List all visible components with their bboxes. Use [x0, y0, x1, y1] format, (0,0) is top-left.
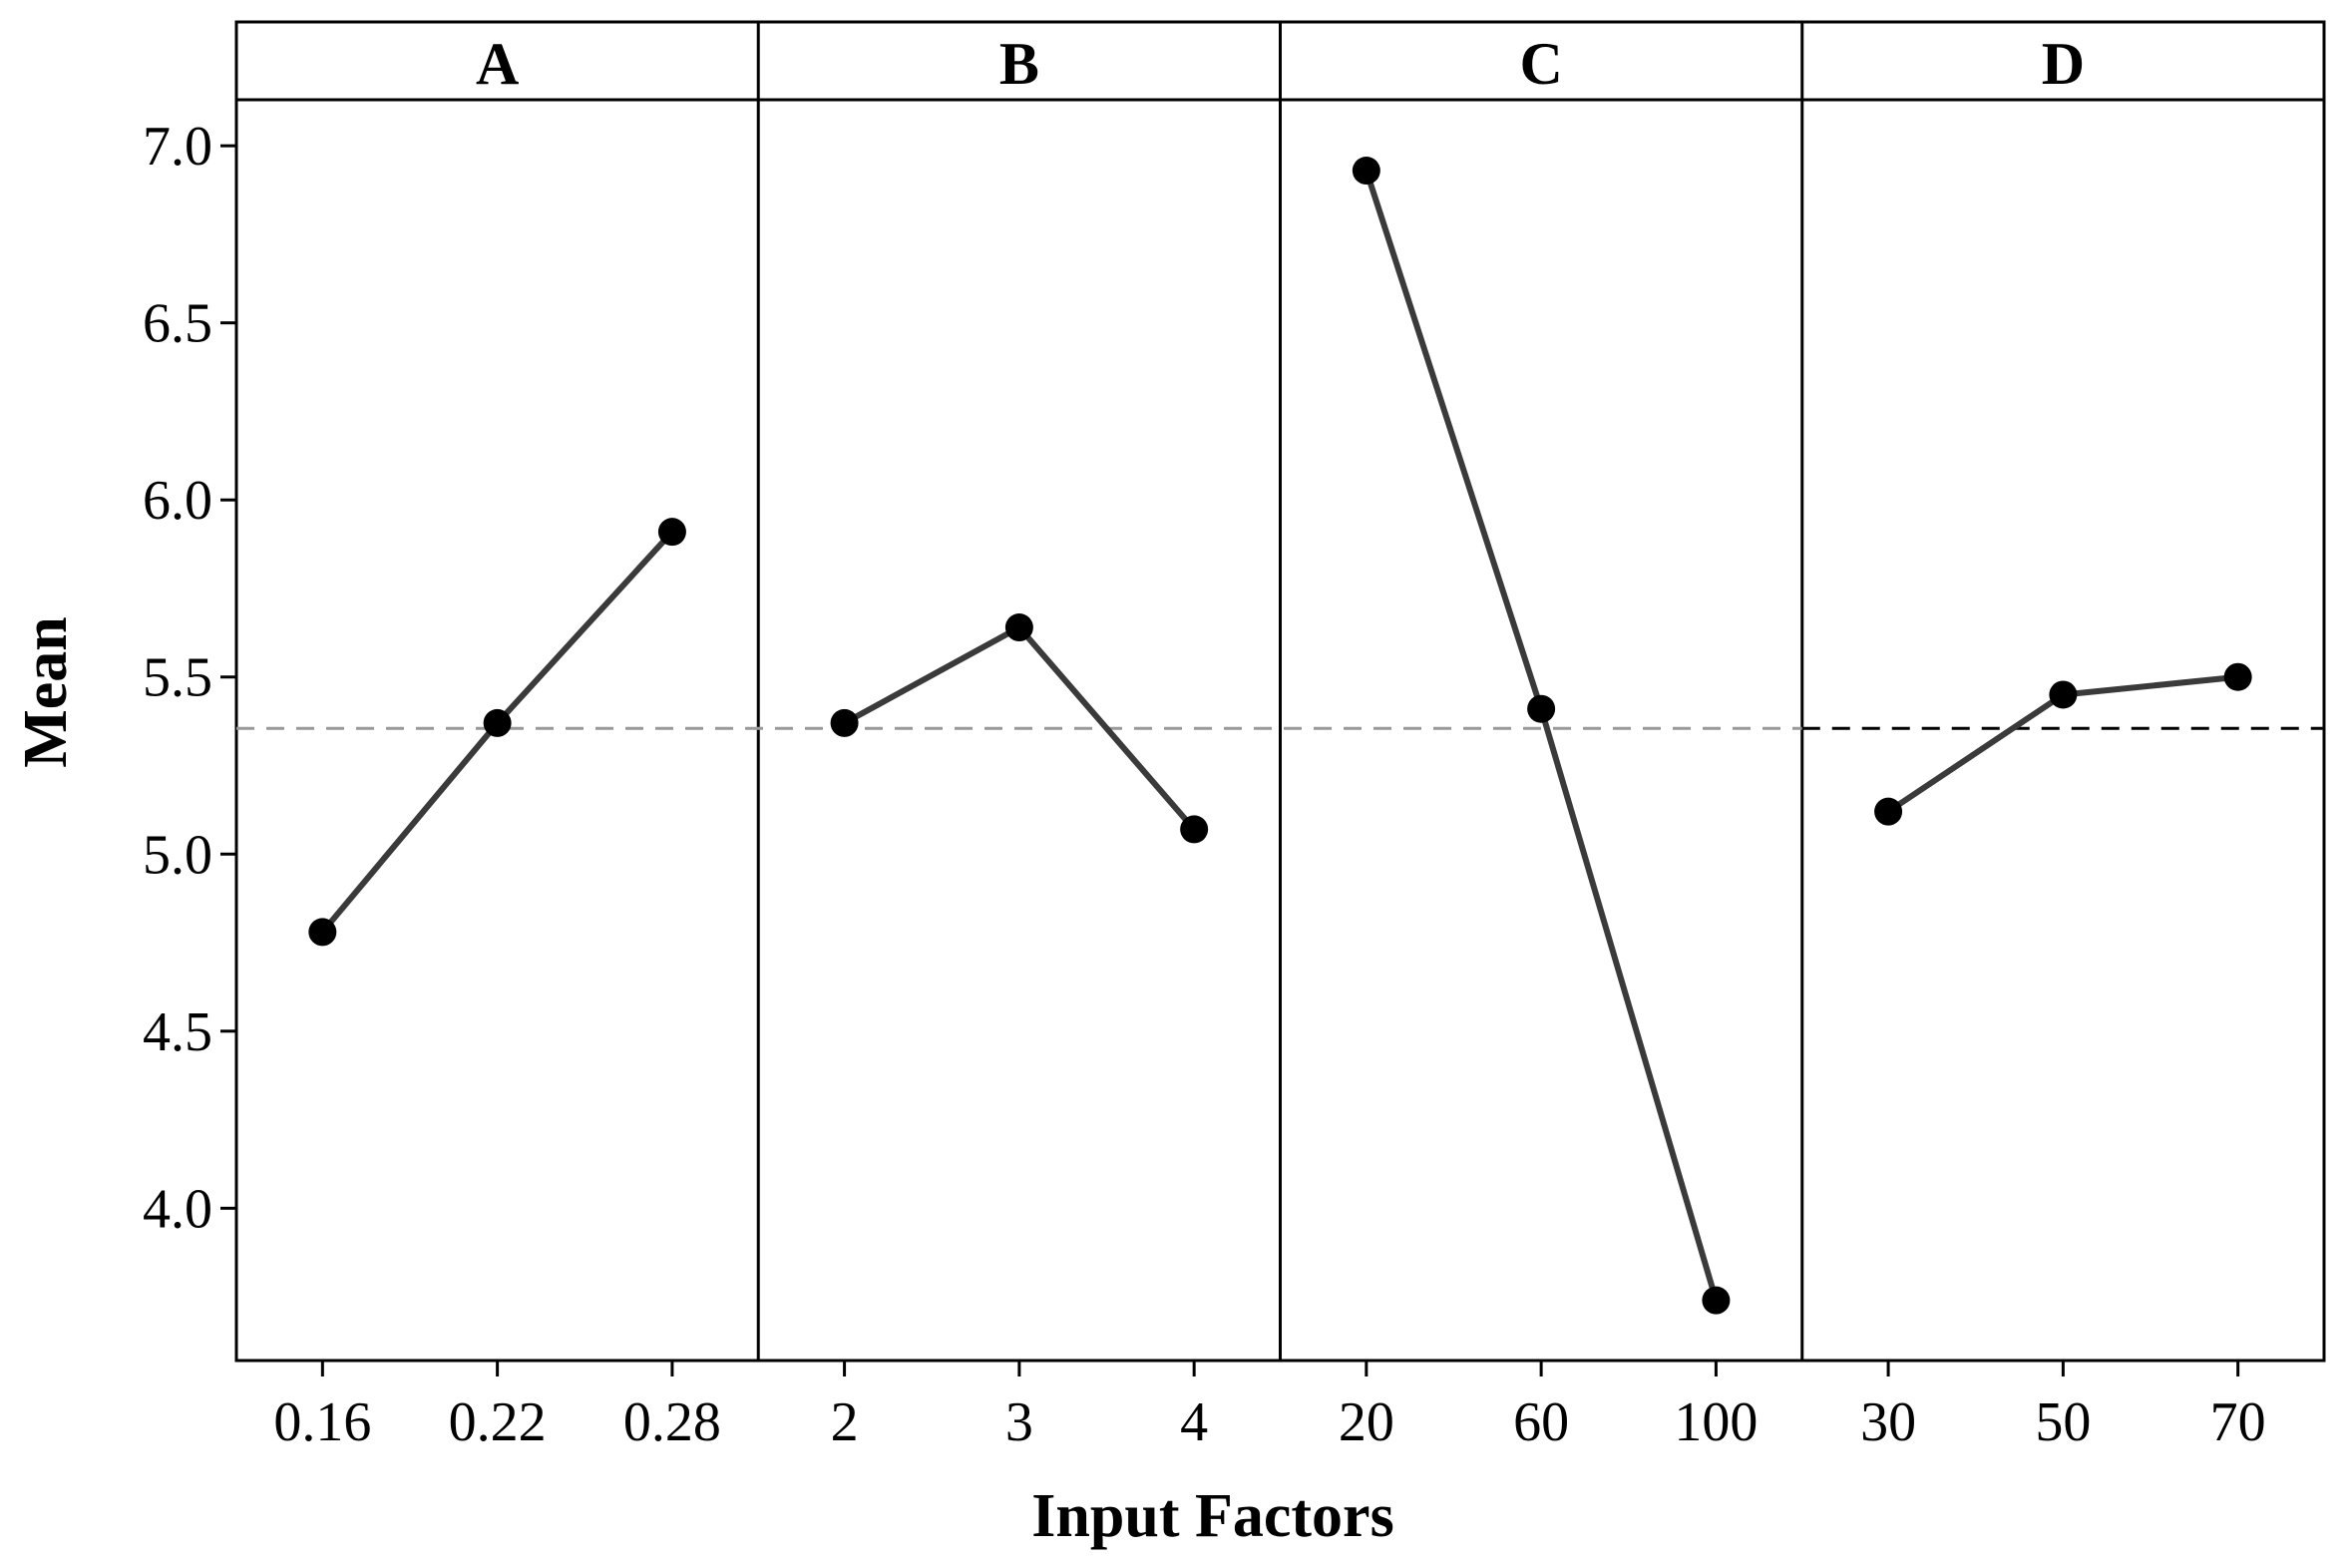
y-tick-label: 7.0 [143, 116, 212, 178]
x-tick-label: 4 [1180, 1391, 1208, 1453]
y-tick-label: 5.5 [143, 647, 212, 709]
data-point-c [1702, 1286, 1731, 1315]
data-point-c [1352, 157, 1380, 186]
data-point-a [308, 918, 337, 947]
data-point-a [483, 708, 512, 737]
x-axis-title: Input Factors [1031, 1482, 1393, 1550]
data-point-c [1527, 694, 1556, 723]
x-tick-label: 0.16 [273, 1391, 371, 1453]
labels-layer: Mean Input Factors 4.0 4.5 5.0 5.5 6.0 6.5 7.0… [12, 31, 2266, 1550]
x-tick-label: 50 [2035, 1391, 2091, 1453]
x-tick-label: 20 [1339, 1391, 1394, 1453]
y-tick-label: 5.0 [143, 824, 212, 886]
x-tick-label: 30 [1860, 1391, 1916, 1453]
panel-label-c: C [1519, 31, 1562, 97]
series-line-c [1363, 170, 1720, 1302]
x-tick-label: 0.22 [449, 1391, 547, 1453]
x-tick-label: 70 [2210, 1391, 2266, 1453]
x-tick-label: 2 [831, 1391, 859, 1453]
y-tick-label: 6.5 [143, 293, 212, 355]
series-layer [308, 157, 2252, 1315]
y-tick-label: 4.5 [143, 1001, 212, 1063]
x-tick-label: 100 [1674, 1391, 1758, 1453]
y-tick-label: 4.0 [143, 1178, 212, 1240]
data-point-b [1180, 815, 1209, 844]
plot-frame-layer [220, 20, 2326, 1376]
panel-label-d: D [2042, 31, 2085, 97]
x-tick-label: 0.28 [623, 1391, 721, 1453]
y-tick-label: 6.0 [143, 470, 212, 532]
data-point-d [1874, 797, 1903, 826]
data-point-d [2049, 680, 2078, 709]
x-tick-label: 60 [1513, 1391, 1569, 1453]
x-tick-label: 3 [1005, 1391, 1033, 1453]
data-point-d [2223, 662, 2252, 691]
data-point-b [830, 708, 859, 737]
data-point-a [657, 518, 686, 547]
data-point-b [1004, 613, 1033, 642]
panel-label-a: A [476, 31, 519, 97]
panel-label-b: B [999, 31, 1039, 97]
y-axis-title: Mean [12, 616, 80, 768]
